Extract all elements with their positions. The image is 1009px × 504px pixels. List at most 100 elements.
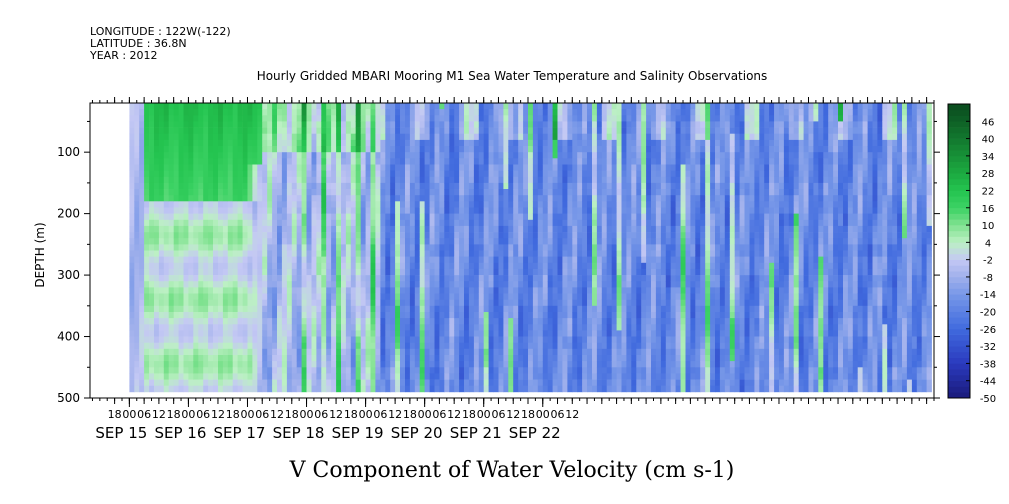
heatmap-cell xyxy=(242,115,248,122)
heatmap-cell xyxy=(336,262,342,270)
heatmap-cell xyxy=(232,324,238,331)
heatmap-cell xyxy=(272,305,278,313)
heatmap-cell xyxy=(188,115,194,122)
heatmap-cell xyxy=(237,361,243,368)
heatmap-cell xyxy=(173,213,179,221)
heatmap-cell xyxy=(454,146,460,153)
heatmap-cell xyxy=(390,121,396,128)
heatmap-cell xyxy=(213,281,219,288)
heatmap-cell xyxy=(262,146,268,153)
heatmap-cell xyxy=(498,152,504,159)
heatmap-cell xyxy=(557,139,563,147)
heatmap-cell xyxy=(636,281,642,288)
heatmap-cell xyxy=(577,361,583,368)
heatmap-cell xyxy=(222,201,229,208)
heatmap-cell xyxy=(247,115,253,122)
heatmap-cell xyxy=(316,207,322,214)
heatmap-cell xyxy=(360,281,366,288)
heatmap-cell xyxy=(139,133,145,141)
heatmap-cell xyxy=(375,348,381,356)
heatmap-cell xyxy=(532,293,539,300)
heatmap-cell xyxy=(227,164,234,171)
heatmap-cell xyxy=(173,293,179,300)
heatmap-cell xyxy=(587,305,593,313)
heatmap-cell xyxy=(218,361,224,368)
heatmap-cell xyxy=(158,355,165,362)
heatmap-cell xyxy=(631,170,637,178)
heatmap-cell xyxy=(508,189,514,196)
heatmap-cell xyxy=(247,121,253,128)
heatmap-cell xyxy=(365,195,371,202)
heatmap-cell xyxy=(567,336,573,343)
heatmap-cell xyxy=(336,139,342,147)
heatmap-cell xyxy=(434,373,440,380)
heatmap-cell xyxy=(149,256,155,264)
heatmap-cell xyxy=(326,385,332,393)
heatmap-cell xyxy=(272,103,278,110)
heatmap-cell xyxy=(257,139,263,147)
heatmap-cell xyxy=(582,281,588,288)
heatmap-cell xyxy=(232,318,238,325)
heatmap-cell xyxy=(532,127,539,135)
heatmap-cell xyxy=(301,275,307,282)
heatmap-cell xyxy=(468,207,475,214)
heatmap-cell xyxy=(168,176,174,184)
heatmap-cell xyxy=(444,201,450,208)
heatmap-cell xyxy=(537,379,544,387)
heatmap-cell xyxy=(232,121,238,128)
heatmap-cell xyxy=(227,373,234,380)
heatmap-cell xyxy=(606,127,612,135)
heatmap-cell xyxy=(468,299,475,307)
heatmap-cell xyxy=(616,164,622,171)
heatmap-cell xyxy=(626,244,632,251)
heatmap-cell xyxy=(252,330,258,337)
heatmap-cell xyxy=(424,299,430,307)
heatmap-cell xyxy=(577,201,583,208)
heatmap-cell xyxy=(651,127,657,135)
heatmap-cell xyxy=(587,139,593,147)
heatmap-cell xyxy=(493,336,499,343)
heatmap-cell xyxy=(336,115,342,122)
heatmap-cell xyxy=(355,385,361,393)
heatmap-cell xyxy=(537,361,544,368)
heatmap-cell xyxy=(218,213,224,221)
heatmap-cell xyxy=(405,139,411,147)
heatmap-cell xyxy=(557,318,563,325)
heatmap-cell xyxy=(532,373,539,380)
heatmap-cell xyxy=(385,293,391,300)
heatmap-cell xyxy=(400,146,406,153)
heatmap-cell xyxy=(173,275,179,282)
heatmap-cell xyxy=(232,158,238,165)
heatmap-cell xyxy=(542,213,549,221)
heatmap-cell xyxy=(183,330,189,337)
heatmap-cell xyxy=(390,176,396,184)
heatmap-cell xyxy=(355,379,361,387)
heatmap-cell xyxy=(542,170,549,178)
heatmap-cell xyxy=(355,336,361,343)
heatmap-cell xyxy=(473,201,480,208)
heatmap-cell xyxy=(154,318,160,325)
heatmap-cell xyxy=(345,152,352,159)
heatmap-cell xyxy=(621,318,627,325)
heatmap-cell xyxy=(626,268,632,276)
heatmap-cell xyxy=(567,385,573,393)
heatmap-cell xyxy=(631,164,637,171)
heatmap-cell xyxy=(547,385,553,393)
heatmap-cell xyxy=(400,182,406,190)
heatmap-cell xyxy=(468,281,475,288)
heatmap-cell xyxy=(291,103,298,110)
heatmap-cell xyxy=(154,293,160,300)
heatmap-cell xyxy=(444,250,450,257)
heatmap-cell xyxy=(468,275,475,282)
heatmap-cell xyxy=(503,127,509,135)
heatmap-cell xyxy=(336,207,342,214)
heatmap-cell xyxy=(562,379,568,387)
heatmap-cell xyxy=(409,207,416,214)
heatmap-cell xyxy=(390,146,396,153)
heatmap-cell xyxy=(464,238,470,245)
heatmap-cell xyxy=(567,379,573,387)
heatmap-cell xyxy=(237,213,243,221)
heatmap-cell xyxy=(296,195,302,202)
heatmap-cell xyxy=(281,152,288,159)
heatmap-cell xyxy=(464,201,470,208)
